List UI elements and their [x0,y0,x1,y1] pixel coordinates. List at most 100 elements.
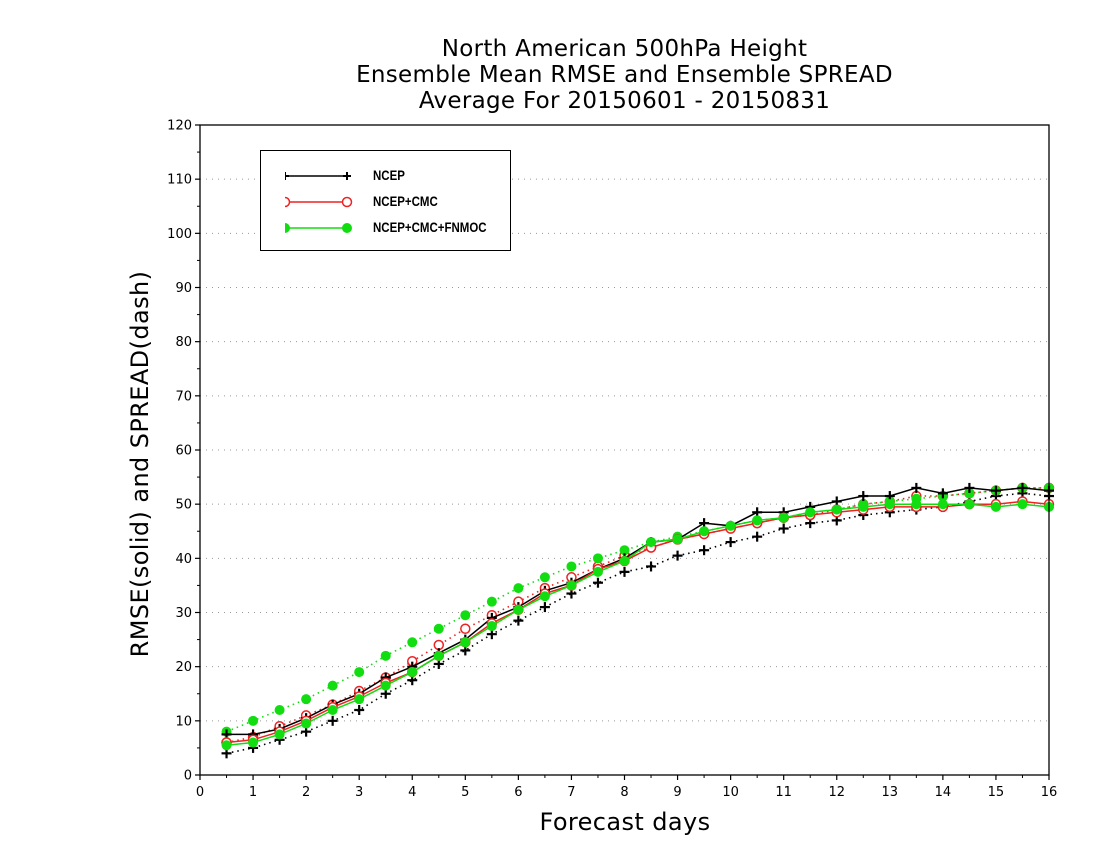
ncep-cmc-fnmoc-rmse-point [752,515,763,526]
ncep-cmc-fnmoc-spread-point [274,705,285,715]
ncep-cmc-fnmoc-spread-point [380,650,391,661]
y-tick-label: 40 [175,552,192,567]
legend-label-ncep: NCEP [373,167,405,183]
legend-swatch-ncep-cmc [285,196,353,208]
x-tick-label: 7 [567,785,575,800]
y-tick-label: 0 [184,769,192,784]
ncep-cmc-fnmoc-rmse-point [539,591,550,602]
y-tick-label: 70 [175,389,192,404]
y-tick-label: 120 [167,119,192,134]
ncep-cmc-fnmoc-rmse-point [566,580,577,591]
ncep-rmse-point [964,482,975,493]
ncep-cmc-fnmoc-rmse-point [380,680,391,691]
ncep-cmc-fnmoc-spread-point [566,561,577,572]
ncep-cmc-spread-line [226,487,1049,744]
ncep-spread-point [619,566,630,577]
ncep-cmc-fnmoc-rmse-point [221,740,232,751]
x-tick-label: 15 [988,785,1005,800]
ncep-cmc-fnmoc-spread-point [619,545,630,556]
ncep-cmc-fnmoc-rmse-point [858,501,869,512]
x-tick-label: 12 [828,785,845,800]
grid-layer [200,178,1049,722]
series-ncep-cmc-spread [221,482,1055,748]
legend-item-ncep: NCEP [261,163,510,189]
x-tick-label: 5 [461,785,469,800]
series-layer [221,482,1055,759]
y-axis-label: RMSE(solid) and SPREAD(dash) [126,270,154,658]
series-ncep-spread [221,488,1054,759]
ncep-cmc-fnmoc-rmse-point [513,604,524,615]
ncep-cmc-fnmoc-spread-point [539,572,550,583]
chart-title-line-1: North American 500hPa Height [441,36,808,62]
ncep-cmc-fnmoc-rmse-line [226,503,1050,746]
ncep-rmse-point [911,482,922,493]
ncep-rmse-point [990,485,1001,496]
ncep-cmc-fnmoc-spread-point [301,694,312,705]
ncep-cmc-fnmoc-rmse-point [407,667,418,678]
ncep-spread-point [725,537,736,548]
ncep-cmc-fnmoc-rmse-point [248,737,259,748]
legend-swatch-ncep-cmc-fnmoc [285,223,352,233]
y-tick-label: 50 [175,498,192,513]
y-tick-label: 110 [167,173,192,188]
ncep-cmc-fnmoc-spread-point [460,610,471,621]
ncep-cmc-fnmoc-rmse-point [433,650,444,661]
ncep-cmc-fnmoc-rmse-point [699,526,710,537]
ncep-cmc-fnmoc-spread-point [407,637,418,648]
x-tick-label: 16 [1041,785,1058,800]
ncep-cmc-fnmoc-spread-point [354,667,365,678]
ncep-cmc-fnmoc-rmse-point [831,504,842,515]
y-tick-label: 10 [175,714,192,729]
ncep-cmc-fnmoc-rmse-point [1017,499,1028,510]
ncep-cmc-fnmoc-rmse-point [274,729,285,740]
x-tick-label: 2 [302,785,310,800]
ncep-cmc-fnmoc-rmse-point [619,556,630,567]
ncep-spread-point [672,550,683,561]
ncep-cmc-fnmoc-spread-point [964,488,975,499]
y-tick-label: 20 [175,660,192,675]
x-tick-label: 0 [196,785,204,800]
ncep-spread-point [646,561,657,572]
ncep-cmc-fnmoc-rmse-point [592,566,603,577]
legend-swatch-ncep [285,172,351,180]
series-ncep-cmc-fnmoc-rmse [221,499,1054,751]
legend-label-ncep-cmc-fnmoc: NCEP+CMC+FNMOC [373,219,487,235]
ncep-cmc-fnmoc-spread-point [433,623,444,634]
ncep-cmc-fnmoc-rmse-point [990,501,1001,512]
ncep-spread-point [539,602,550,613]
ncep-cmc-fnmoc-rmse-point [327,705,338,715]
ncep-cmc-spread-point [460,623,471,634]
ncep-cmc-fnmoc-rmse-point [911,499,922,510]
x-tick-label: 13 [882,785,899,800]
ncep-cmc-fnmoc-rmse-point [937,499,948,510]
ncep-cmc-fnmoc-spread-point [248,715,259,726]
series-ncep-cmc-rmse [221,496,1055,748]
x-tick-label: 1 [249,785,257,800]
ncep-rmse-point [858,491,869,502]
ncep-cmc-fnmoc-rmse-point [725,520,736,531]
ncep-cmc-fnmoc-spread-point [592,553,603,564]
ncep-spread-point [354,705,365,715]
legend-item-ncep-cmc-fnmoc: NCEP+CMC+FNMOC [261,215,510,241]
x-tick-label: 11 [775,785,792,800]
y-tick-label: 100 [167,227,192,242]
y-tick-label: 60 [175,444,192,459]
x-axis-label: Forecast days [539,808,711,836]
legend-label-ncep-cmc: NCEP+CMC [373,193,438,209]
chart-title-line-3: Average For 20150601 - 20150831 [418,88,831,114]
ncep-cmc-fnmoc-spread-point [513,583,524,594]
ncep-spread-point [752,531,763,542]
ncep-rmse-point [937,488,948,499]
x-tick-label: 3 [355,785,363,800]
ncep-cmc-fnmoc-rmse-point [778,512,789,523]
y-tick-label: 30 [175,606,192,621]
ncep-cmc-fnmoc-spread-point [327,680,338,691]
ncep-spread-line [226,492,1050,755]
x-tick-label: 6 [514,785,522,800]
ncep-rmse-point [1017,482,1028,493]
x-tick-label: 4 [408,785,416,800]
ncep-cmc-fnmoc-rmse-point [672,534,683,545]
ncep-cmc-fnmoc-rmse-point [805,507,816,518]
